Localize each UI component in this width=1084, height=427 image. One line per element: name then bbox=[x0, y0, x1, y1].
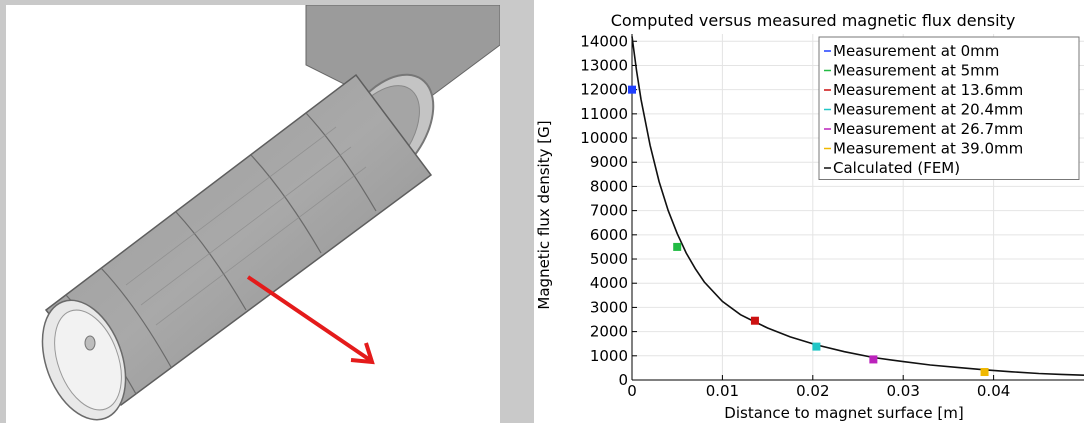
y-tick-label: 11000 bbox=[580, 105, 628, 123]
x-tick-label: 0.03 bbox=[886, 382, 919, 400]
x-tick-label: 0.02 bbox=[796, 382, 829, 400]
y-tick-label: 6000 bbox=[590, 226, 628, 244]
y-tick-label: 2000 bbox=[590, 323, 628, 341]
legend-entry: Calculated (FEM) bbox=[833, 159, 960, 177]
magnet-cylinder-render bbox=[41, 5, 500, 421]
legend-box bbox=[818, 36, 1080, 180]
y-tick-label: 4000 bbox=[590, 274, 628, 292]
flux-density-chart: Computed versus measured magnetic flux d… bbox=[535, 11, 1084, 422]
measurement-point bbox=[980, 368, 989, 377]
x-tick-label: 0.04 bbox=[977, 382, 1010, 400]
y-tick-label: 13000 bbox=[580, 56, 628, 74]
y-tick-label: 5000 bbox=[590, 250, 628, 268]
direction-arrow-icon bbox=[246, 275, 375, 365]
measurement-point bbox=[869, 355, 878, 364]
y-tick-label: 14000 bbox=[580, 32, 628, 50]
legend-entry: Measurement at 39.0mm bbox=[833, 140, 1023, 158]
fem-curve bbox=[631, 36, 1084, 376]
y-axis-label: Magnetic flux density [G] bbox=[535, 120, 553, 309]
3d-model-panel bbox=[0, 0, 506, 423]
y-tick-label: 1000 bbox=[590, 347, 628, 365]
measurement-point bbox=[628, 85, 636, 94]
y-tick-label: 12000 bbox=[580, 81, 628, 99]
legend-entry: Measurement at 0mm bbox=[833, 42, 999, 60]
measurement-point bbox=[750, 316, 759, 325]
x-tick-label: 0.01 bbox=[706, 382, 739, 400]
y-tick-label: 7000 bbox=[590, 202, 628, 220]
y-tick-label: 9000 bbox=[590, 153, 628, 171]
measurement-point bbox=[812, 342, 821, 351]
legend-entry: Measurement at 5mm bbox=[833, 62, 999, 80]
chart-panel: Computed versus measured magnetic flux d… bbox=[506, 0, 1084, 423]
legend-entry: Measurement at 13.6mm bbox=[833, 81, 1023, 99]
legend-entry: Measurement at 26.7mm bbox=[833, 120, 1023, 138]
measurement-point bbox=[673, 242, 682, 251]
chart-title: Computed versus measured magnetic flux d… bbox=[611, 11, 1016, 30]
legend-entry: Measurement at 20.4mm bbox=[833, 101, 1023, 119]
y-tick-label: 3000 bbox=[590, 298, 628, 316]
y-tick-label: 10000 bbox=[580, 129, 628, 147]
y-tick-label: 0 bbox=[618, 371, 628, 389]
y-tick-label: 8000 bbox=[590, 177, 628, 195]
x-tick-label: 0 bbox=[627, 382, 637, 400]
x-axis-label: Distance to magnet surface [m] bbox=[724, 404, 963, 422]
